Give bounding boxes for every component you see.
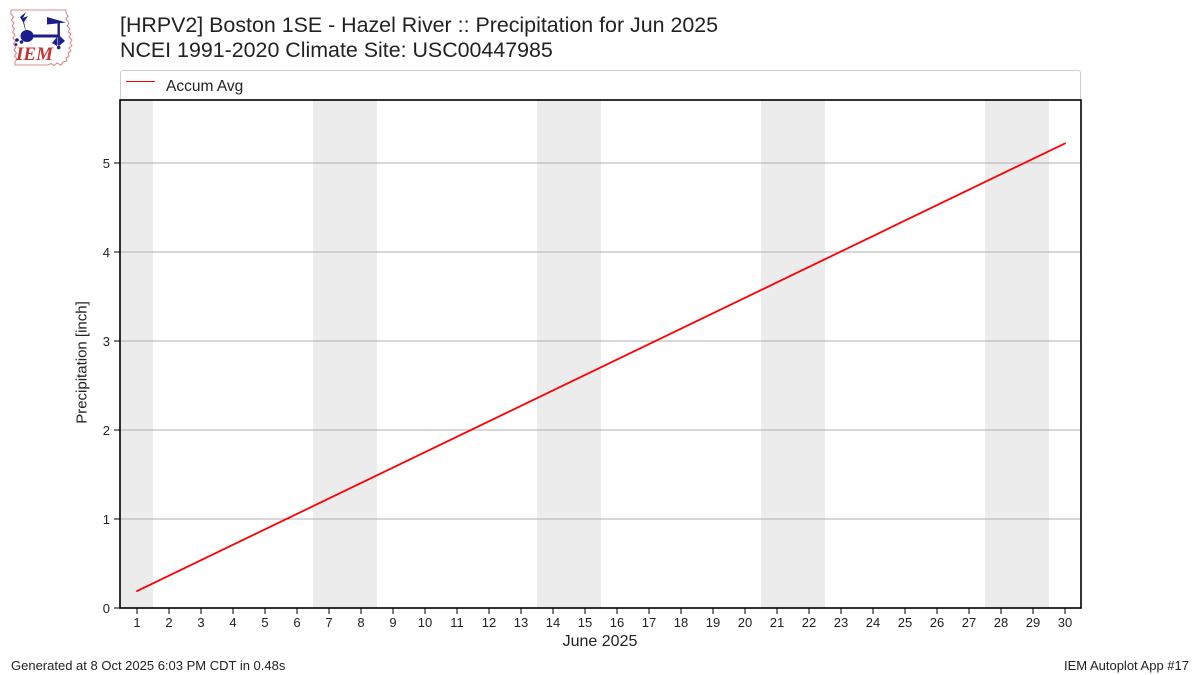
svg-text:10: 10 — [418, 615, 432, 630]
svg-text:15: 15 — [578, 615, 592, 630]
svg-text:6: 6 — [293, 615, 300, 630]
svg-text:3: 3 — [197, 615, 204, 630]
svg-text:27: 27 — [962, 615, 976, 630]
svg-text:1: 1 — [133, 615, 140, 630]
svg-text:4: 4 — [103, 245, 110, 260]
svg-text:20: 20 — [738, 615, 752, 630]
svg-text:21: 21 — [770, 615, 784, 630]
svg-text:29: 29 — [1026, 615, 1040, 630]
svg-text:8: 8 — [357, 615, 364, 630]
svg-text:26: 26 — [930, 615, 944, 630]
svg-text:7: 7 — [325, 615, 332, 630]
svg-text:14: 14 — [546, 615, 560, 630]
svg-text:11: 11 — [450, 615, 464, 630]
svg-text:2: 2 — [165, 615, 172, 630]
svg-text:9: 9 — [389, 615, 396, 630]
svg-text:30: 30 — [1058, 615, 1072, 630]
svg-text:0: 0 — [103, 601, 110, 616]
svg-text:3: 3 — [103, 334, 110, 349]
svg-text:1: 1 — [103, 512, 110, 527]
svg-text:2: 2 — [103, 423, 110, 438]
svg-text:16: 16 — [610, 615, 624, 630]
svg-text:5: 5 — [103, 156, 110, 171]
svg-text:22: 22 — [802, 615, 816, 630]
svg-text:12: 12 — [482, 615, 496, 630]
svg-text:17: 17 — [642, 615, 656, 630]
svg-text:24: 24 — [866, 615, 880, 630]
svg-text:18: 18 — [674, 615, 688, 630]
svg-text:19: 19 — [706, 615, 720, 630]
svg-text:23: 23 — [834, 615, 848, 630]
svg-text:4: 4 — [229, 615, 236, 630]
svg-text:28: 28 — [994, 615, 1008, 630]
svg-text:5: 5 — [261, 615, 268, 630]
svg-text:13: 13 — [514, 615, 528, 630]
svg-text:25: 25 — [898, 615, 912, 630]
